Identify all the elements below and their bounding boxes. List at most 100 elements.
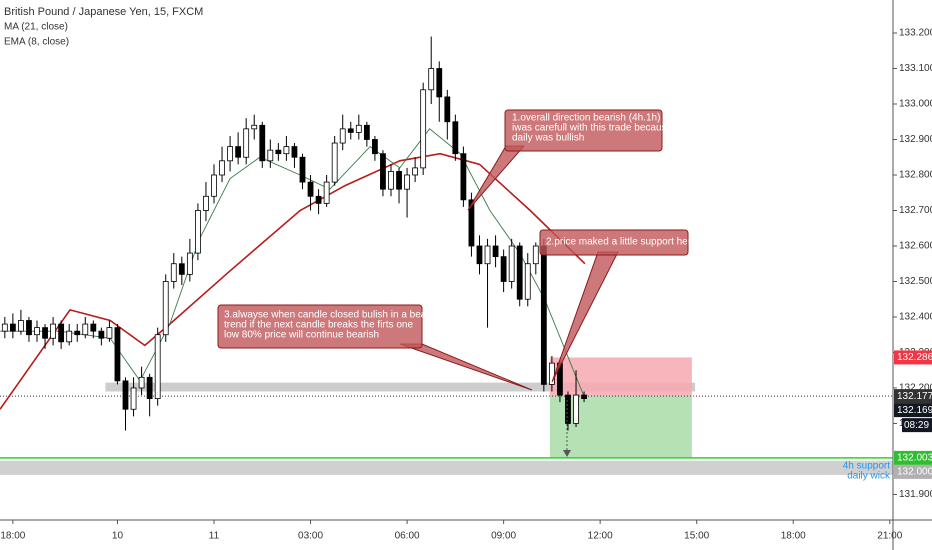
annotation-1: 1.overall direction bearish (4h.1h) iwas… <box>467 109 673 211</box>
price-badge-label: 132.177 <box>897 391 932 402</box>
indicator-line <box>0 152 586 410</box>
candle-body <box>460 153 467 201</box>
callout-box <box>539 229 689 256</box>
candle-body <box>291 146 298 158</box>
candle-body <box>219 160 225 176</box>
annotation-text: 2.price maked a little support here <box>546 237 697 248</box>
candle-body <box>114 327 121 382</box>
candle-body <box>162 281 169 336</box>
candle-body <box>355 124 362 133</box>
candle-body <box>9 323 16 332</box>
candle-body <box>74 330 81 336</box>
candle-body <box>404 174 410 190</box>
legend-entry: MA (21, close) <box>4 22 68 33</box>
axes: 133.200 133.100 133.000 132.900 132.800 132.7… <box>0 28 932 542</box>
candle-body <box>331 142 338 183</box>
candle-body <box>203 195 209 211</box>
y-tick-label: 132.800 <box>899 170 932 181</box>
y-tick-label: 131.900 <box>899 489 932 500</box>
x-tick-label: 21:00 <box>877 531 902 542</box>
candles <box>1 36 587 431</box>
candle-body <box>18 320 24 332</box>
countdown-badge <box>902 418 932 433</box>
candle-body <box>251 124 258 130</box>
reward-box <box>549 396 692 458</box>
x-tick-label: 18:00 <box>781 531 806 542</box>
candle-body <box>412 167 419 176</box>
candle-body <box>235 146 242 158</box>
candle-body <box>42 327 48 339</box>
candle-body <box>339 128 346 144</box>
candle-body <box>130 387 137 410</box>
candle-body <box>347 128 354 133</box>
candle-body <box>186 252 193 275</box>
candle-body <box>34 327 40 336</box>
candle-body <box>307 181 314 197</box>
candle-body <box>363 124 370 140</box>
price-badge-label: 132.286 <box>897 352 932 363</box>
x-tick-label: 15:00 <box>684 531 709 542</box>
candle-body <box>275 149 282 155</box>
candle-body <box>267 149 274 162</box>
candle-body <box>468 199 475 247</box>
candle-body <box>524 263 531 300</box>
candle-body <box>1 323 8 332</box>
candle-body <box>170 263 177 282</box>
x-tick-label: 12:00 <box>588 531 613 542</box>
candle-body <box>508 245 515 282</box>
candle-body <box>371 139 378 155</box>
candle-body <box>540 245 547 385</box>
candle-body <box>380 153 386 190</box>
y-tick-label: 133.000 <box>899 99 932 110</box>
candle-body <box>283 146 290 155</box>
candle-body <box>484 245 491 265</box>
candle-body <box>299 156 306 183</box>
candle-body <box>420 89 427 169</box>
candle-body <box>476 245 483 265</box>
price-badge-label: 132.003 <box>897 453 932 464</box>
price-badge <box>894 403 932 418</box>
callout-box <box>504 109 663 152</box>
candle-body <box>58 323 65 343</box>
target-arrow-head <box>563 450 571 457</box>
y-tick-label: 132.900 <box>899 134 932 145</box>
support-band <box>105 382 696 392</box>
candle-body <box>436 68 443 98</box>
candle-body <box>315 195 322 204</box>
annotation-text: 1.overall direction bearish (4h.1h) <box>512 113 660 124</box>
legend-entry: EMA (8, close) <box>4 37 69 48</box>
candle-body <box>243 128 250 158</box>
candle-body <box>82 323 89 336</box>
x-tick-label: 18:00 <box>0 531 25 542</box>
annotation-3: 3.alwayse when candle closed bulish in a… <box>217 304 533 391</box>
candle-body <box>532 245 539 265</box>
zones <box>0 357 893 475</box>
candle-body <box>211 174 217 197</box>
price-badge-label: 132.000 <box>897 467 932 478</box>
candle-body <box>396 171 402 190</box>
candle-body <box>98 330 105 339</box>
candle-body <box>492 245 499 258</box>
candle-body <box>178 263 185 275</box>
price-badge <box>894 464 932 479</box>
candle-body <box>573 394 579 424</box>
indicator-lines <box>0 128 586 410</box>
x-tick-label: 03:00 <box>298 531 323 542</box>
x-tick-label: 06:00 <box>395 531 420 542</box>
daily-wick-band <box>0 460 893 475</box>
chart-title: British Pound / Japanese Yen, 15, FXCM <box>4 6 203 18</box>
x-tick-label: 10 <box>112 531 124 542</box>
countdown-label: 08:29 <box>904 420 929 431</box>
time-axis-panel <box>0 520 932 550</box>
candle-body <box>428 68 435 91</box>
candle-body <box>122 380 129 410</box>
annotation-2: 2.price maked a little support here <box>539 229 697 383</box>
candle-body <box>50 323 56 339</box>
x-tick-label: 09:00 <box>491 531 516 542</box>
price-badge <box>894 350 932 365</box>
y-tick-label: 132.600 <box>899 241 932 252</box>
annotation-text: 3.alwayse when candle closed bulish in a… <box>224 310 442 321</box>
candle-body <box>388 171 394 190</box>
candle-body <box>26 320 32 336</box>
